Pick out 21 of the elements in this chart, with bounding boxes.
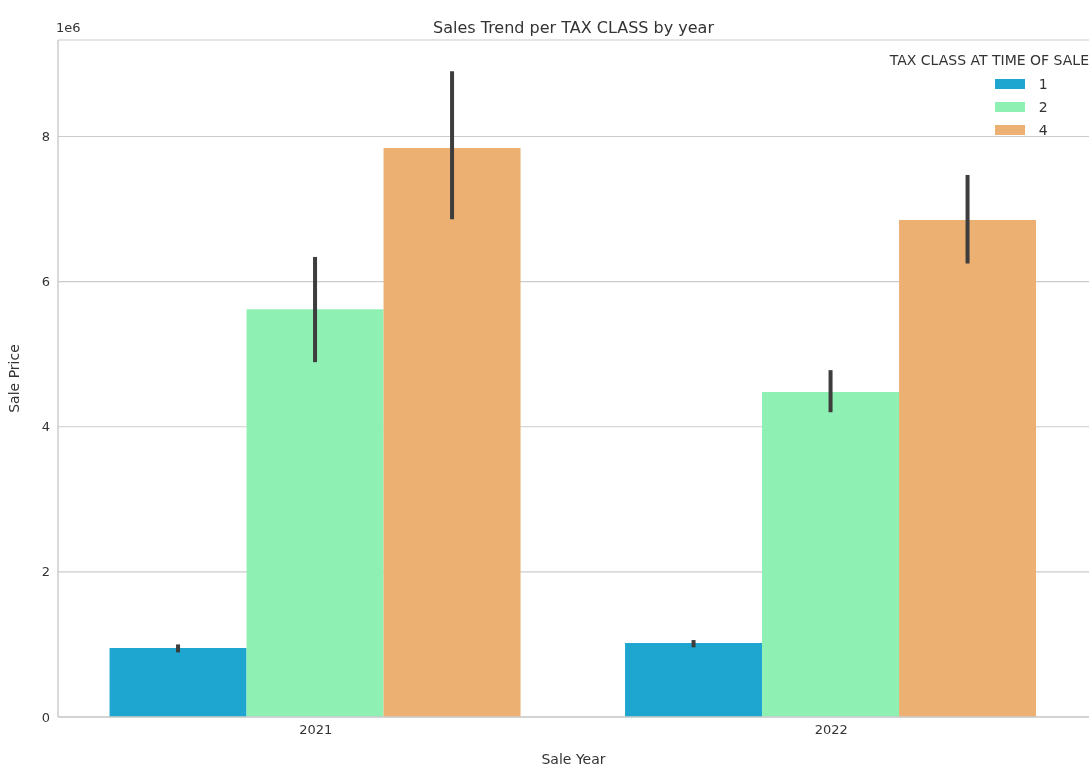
text: 1e6 [56, 20, 81, 35]
chart-title: Sales Trend per TAX CLASS by year [433, 18, 714, 37]
bar [625, 642, 763, 717]
y-axis-title: Sale Price [5, 344, 22, 413]
x-tick-label: 2022 [814, 722, 848, 738]
y-tick-label: 6 [41, 274, 50, 290]
x-axis-title: Sale Year [541, 751, 606, 764]
bar [109, 648, 247, 717]
legend-label: 2 [1038, 98, 1048, 115]
y-tick-label: 8 [41, 129, 50, 145]
y-tick-label: 2 [41, 564, 50, 580]
y-tick-label: 4 [41, 419, 50, 435]
bar [899, 219, 1037, 717]
y-tick-label: 0 [41, 709, 50, 725]
x-tick-label: 2021 [299, 722, 333, 738]
bar [246, 309, 384, 717]
legend-title: TAX CLASS AT TIME OF SALE [889, 52, 1089, 68]
bar [383, 148, 521, 717]
bar [762, 391, 900, 717]
legend-label: 4 [1038, 121, 1048, 138]
legend-label: 1 [1038, 75, 1048, 92]
